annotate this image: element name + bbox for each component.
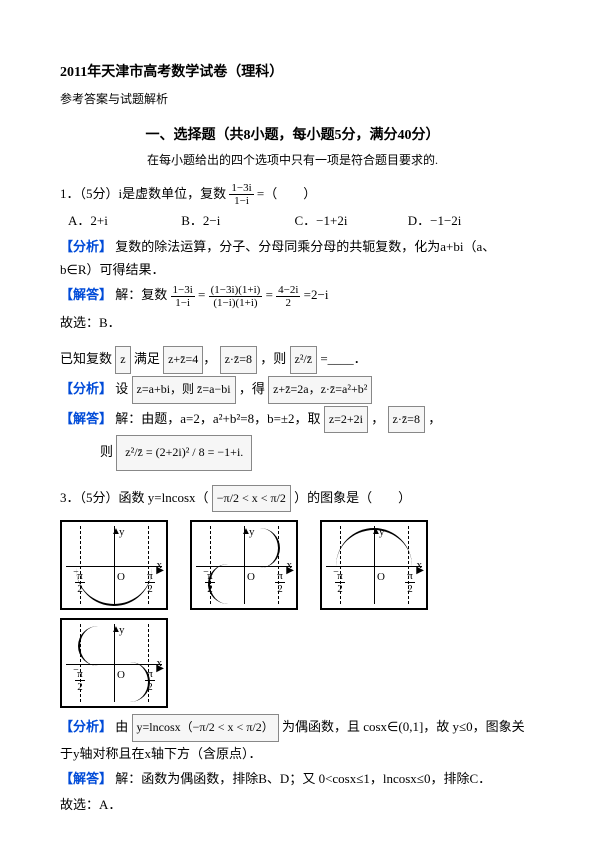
box-final: z²/z̄ = (2+2i)² / 8 = −1+i. (116, 435, 252, 471)
q2-then: ，则 (260, 351, 286, 366)
page-title: 2011年天津市高考数学试卷（理科） (60, 60, 525, 85)
opt-c: C．−1+2i (295, 209, 405, 232)
frac-den: 1−i (171, 297, 195, 309)
q1-analysis-text: 复数的除法运算，分子、分母同乘分母的共轭复数，化为a+bi（a、b∈R）可得结果… (60, 239, 495, 277)
q3-ana-post: 为偶函数，且 cosx∈(0,1]，故 y≤0，图象关于y轴对称且在x轴下方（含… (60, 719, 525, 761)
answer-label: 【解答】 (60, 410, 112, 425)
graph-c-wrap: C． ▶▲ yxO π2 π2 − (320, 520, 428, 610)
q1-equals: =（ ） (257, 186, 316, 201)
frac-den: (1−i)(1+i) (209, 297, 263, 309)
analysis-label: 【分析】 (60, 239, 112, 254)
q1-text: 1．（5分）i是虚数单位，复数 (60, 186, 226, 201)
q2-final: 则 z²/z̄ = (2+2i)² / 8 = −1+i. (100, 435, 525, 471)
q2-cond: 满足 (134, 351, 160, 366)
q1-ans-pre: 解：复数 (115, 287, 167, 302)
graph-d-wrap: D． ▶▲ yxO π2 π2 − (60, 618, 168, 708)
q1-choose: 故选：B． (60, 311, 525, 334)
label-d: D． (0, 0, 21, 6)
frac-num: 1−3i (171, 284, 195, 297)
q3-stem: 3．（5分）函数 y=lncosx（ −π/2 < x < π/2 ）的图象是（… (60, 485, 525, 513)
graph-b-wrap: B． ▶▲ yxO π2 π2 − (190, 520, 298, 610)
box-derive: z+z̄=2a，z·z̄=a²+b² (268, 376, 372, 404)
frac-num: 1−3i (229, 182, 253, 195)
q3-graphs-row1: A． ▶▲ yxO π2 π2 − B． ▶▲ yxO π2 π2 − C． (60, 520, 525, 610)
section-note: 在每小题给出的四个选项中只有一项是符合题目要求的. (60, 150, 525, 172)
graph-a: ▶▲ yxO π2 π2 − (60, 520, 168, 610)
q2-alt-pre: 已知复数 (60, 351, 112, 366)
q3-ana-pre: 由 (115, 719, 128, 734)
answer-label: 【解答】 (60, 771, 112, 786)
opt-b: B．2−i (181, 209, 291, 232)
graph-b: ▶▲ yxO π2 π2 − (190, 520, 298, 610)
q3-choose: 故选：A． (60, 793, 525, 816)
q2-ans-pre: 解：由题，a=2，a²+b²=8，b=±2，取 (115, 410, 320, 425)
box-prod-val: z·z̄=8 (388, 406, 425, 434)
page-subtitle: 参考答案与试题解析 (60, 89, 525, 111)
q2-alt-stem: 已知复数 z 满足 z+z̄=4， z·z̄=8 ，则 z²/z̄ =____． (60, 346, 525, 374)
q1-frac-c: 4−2i 2 (276, 284, 300, 309)
eq: = (266, 287, 273, 302)
box-fn: y=lncosx（−π/2 < x < π/2） (132, 714, 279, 742)
q3-post: ）的图象是（ ） (294, 490, 411, 505)
q3-analysis: 【分析】 由 y=lncosx（−π/2 < x < π/2） 为偶函数，且 c… (60, 714, 525, 765)
q3-answer-text: 解：函数为偶函数，排除B、D；又 0<cosx≤1，lncosx≤0，排除C． (115, 771, 491, 786)
graph-a-wrap: A． ▶▲ yxO π2 π2 − (60, 520, 168, 610)
q2-analysis: 【分析】 设 z=a+bi，则 z̄=a−bi ，得 z+z̄=2a，z·z̄=… (60, 376, 525, 404)
q2-ana-pre: 设 (115, 381, 128, 396)
eq: = (198, 287, 205, 302)
q2-answer: 【解答】 解：由题，a=2，a²+b²=8，b=±2，取 z=2+2i ， z·… (60, 406, 525, 434)
q3-graphs-row2: D． ▶▲ yxO π2 π2 − (60, 618, 525, 708)
q1-stem: 1．（5分）i是虚数单位，复数 1−3i 1−i =（ ） (60, 182, 525, 208)
box-target: z²/z̄ (290, 346, 318, 374)
graph-d: ▶▲ yxO π2 π2 − (60, 618, 168, 708)
box-z: z (115, 346, 130, 374)
q2-ans-mid: ， (371, 410, 384, 425)
q1-ans-tail: =2−i (304, 287, 329, 302)
answer-label: 【解答】 (60, 287, 112, 302)
q2-ans-tail: ， (428, 410, 441, 425)
box-z-val: z=2+2i (324, 406, 368, 434)
frac-den: 2 (276, 297, 300, 309)
box-let: z=a+bi，则 z̄=a−bi (132, 376, 236, 404)
q2-final-label: 则 (100, 444, 113, 459)
box-domain: −π/2 < x < π/2 (212, 485, 291, 513)
q2-eq: =____． (320, 351, 366, 366)
q2-ana-mid: ，得 (239, 381, 265, 396)
frac-num: 4−2i (276, 284, 300, 297)
box-sum: z+z̄=4 (163, 346, 203, 374)
opt-a: A．2+i (68, 209, 178, 232)
section-header: 一、选择题（共8小题，每小题5分，满分40分） (60, 123, 525, 148)
opt-d: D．−1−2i (408, 209, 518, 232)
q1-answer: 【解答】 解：复数 1−3i 1−i = (1−3i)(1+i) (1−i)(1… (60, 283, 525, 309)
frac-den: 1−i (229, 195, 253, 207)
q1-options: A．2+i B．2−i C．−1+2i D．−1−2i (68, 209, 525, 232)
q1-frac-b: (1−3i)(1+i) (1−i)(1+i) (209, 284, 263, 309)
q3-pre: 3．（5分）函数 y=lncosx（ (60, 490, 209, 505)
q1-frac-a: 1−3i 1−i (171, 284, 195, 309)
graph-c: ▶▲ yxO π2 π2 − (320, 520, 428, 610)
q1-analysis: 【分析】 复数的除法运算，分子、分母同乘分母的共轭复数，化为a+bi（a、b∈R… (60, 235, 525, 282)
q3-answer: 【解答】 解：函数为偶函数，排除B、D；又 0<cosx≤1，lncosx≤0，… (60, 767, 525, 790)
q1-fraction: 1−3i 1−i (229, 182, 253, 207)
frac-num: (1−3i)(1+i) (209, 284, 263, 297)
box-prod: z·z̄=8 (220, 346, 257, 374)
analysis-label: 【分析】 (60, 719, 112, 734)
analysis-label: 【分析】 (60, 381, 112, 396)
